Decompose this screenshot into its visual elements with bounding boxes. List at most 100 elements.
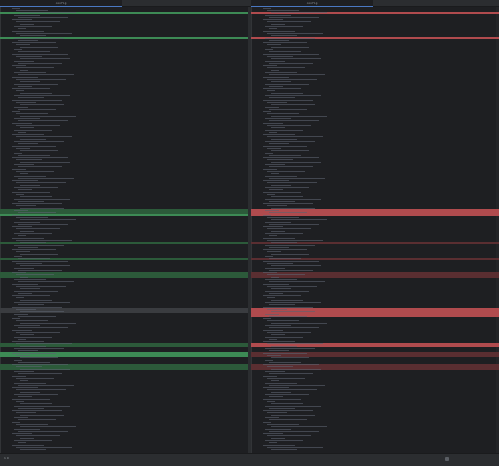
code-text-placeholder <box>20 391 40 393</box>
code-text-placeholder <box>265 233 303 234</box>
code-text-placeholder <box>267 147 281 149</box>
code-text-placeholder <box>16 320 48 322</box>
code-line <box>251 271 499 274</box>
code-text-placeholder <box>263 375 277 377</box>
diff-pane-left[interactable] <box>0 7 248 453</box>
code-line <box>251 122 499 124</box>
code-line <box>251 281 499 283</box>
code-text-placeholder <box>16 216 48 218</box>
code-text-placeholder <box>271 184 291 186</box>
code-line <box>251 42 499 44</box>
code-text-placeholder <box>269 292 283 294</box>
code-line <box>251 182 499 184</box>
code-text-placeholder <box>12 341 44 343</box>
code-text-placeholder <box>16 147 30 149</box>
code-line <box>0 51 248 53</box>
code-line <box>0 138 248 140</box>
tab-right-file[interactable]: config <box>251 0 373 7</box>
code-line <box>0 407 248 409</box>
code-line <box>0 419 248 421</box>
code-line <box>251 241 499 244</box>
code-line <box>0 147 248 149</box>
code-text-placeholder <box>18 212 56 214</box>
code-line <box>251 283 499 285</box>
code-line <box>251 230 499 232</box>
code-line <box>0 384 248 386</box>
code-text-placeholder <box>14 210 28 211</box>
code-text-placeholder <box>267 44 281 46</box>
code-line <box>251 193 499 195</box>
code-line <box>251 161 499 163</box>
code-line <box>0 446 248 448</box>
code-text-placeholder <box>18 223 68 225</box>
code-text-placeholder <box>12 295 50 297</box>
code-text-placeholder <box>16 297 24 299</box>
code-text-placeholder <box>12 444 44 446</box>
code-line <box>251 83 499 85</box>
code-text-placeholder <box>18 143 38 145</box>
code-text-placeholder <box>14 359 22 361</box>
code-line <box>251 117 499 119</box>
code-line <box>251 173 499 175</box>
code-line <box>0 150 248 152</box>
diff-pane-right[interactable] <box>251 7 499 453</box>
code-line <box>0 299 248 301</box>
code-line <box>0 382 248 384</box>
code-text-placeholder <box>12 260 68 262</box>
code-line <box>0 177 248 179</box>
code-text-placeholder <box>271 391 291 393</box>
code-text-placeholder <box>18 16 68 18</box>
code-text-placeholder <box>18 258 50 260</box>
tab-left-file[interactable]: config <box>0 0 122 7</box>
code-line <box>0 380 248 382</box>
code-line <box>0 313 248 315</box>
code-text-placeholder <box>265 405 321 407</box>
code-text-placeholder <box>18 430 68 432</box>
code-text-placeholder <box>18 419 56 421</box>
code-line <box>251 304 499 306</box>
code-text-placeholder <box>269 258 301 260</box>
code-line <box>251 347 499 349</box>
code-line <box>0 9 248 11</box>
code-line <box>251 414 499 416</box>
code-line <box>0 292 248 294</box>
code-text-placeholder <box>20 104 64 106</box>
code-text-placeholder <box>20 265 70 267</box>
code-text-placeholder <box>269 189 283 191</box>
code-text-placeholder <box>263 226 283 228</box>
code-text-placeholder <box>269 166 313 168</box>
code-text-placeholder <box>271 357 309 359</box>
status-icon[interactable] <box>445 457 449 461</box>
code-line <box>0 28 248 30</box>
code-line <box>251 177 499 179</box>
pane-divider[interactable] <box>248 7 251 453</box>
code-text-placeholder <box>267 21 311 23</box>
code-text-placeholder <box>18 154 50 156</box>
code-text-placeholder <box>263 65 277 67</box>
code-line <box>251 398 499 400</box>
code-line <box>251 239 499 241</box>
code-text-placeholder <box>14 83 58 85</box>
code-line <box>251 113 499 115</box>
code-text-placeholder <box>267 32 323 34</box>
code-line <box>251 361 499 363</box>
right-scrollbar[interactable] <box>496 7 499 453</box>
code-text-placeholder <box>271 403 303 405</box>
code-line <box>0 393 248 395</box>
code-line <box>251 354 499 357</box>
code-line <box>251 352 499 355</box>
code-text-placeholder <box>265 279 297 280</box>
code-text-placeholder <box>267 239 323 241</box>
code-text-placeholder <box>16 67 54 69</box>
code-line <box>0 193 248 195</box>
code-text-placeholder <box>16 251 30 253</box>
code-line <box>0 42 248 44</box>
code-line <box>0 106 248 108</box>
code-text-placeholder <box>269 419 307 421</box>
code-line <box>251 7 499 9</box>
code-line <box>251 170 499 172</box>
code-text-placeholder <box>265 37 315 39</box>
code-text-placeholder <box>20 161 70 163</box>
code-text-placeholder <box>16 423 48 425</box>
code-text-placeholder <box>16 354 30 356</box>
